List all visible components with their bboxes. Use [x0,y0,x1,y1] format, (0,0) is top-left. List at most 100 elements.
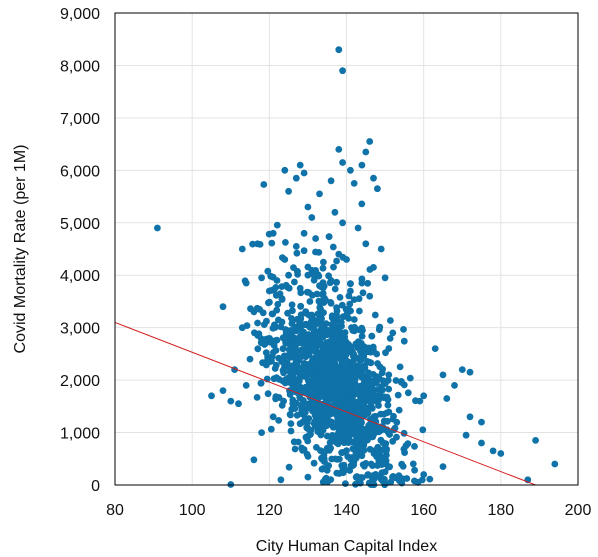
data-point [378,393,386,401]
data-point [304,263,312,271]
data-point [284,309,291,317]
data-point [466,413,474,421]
data-point [316,282,323,290]
data-point [377,245,385,253]
data-point [420,392,428,400]
data-point [360,353,368,360]
data-point [268,310,276,318]
data-point [304,271,312,279]
data-point [275,417,283,424]
data-point [310,359,318,366]
data-point [458,366,466,373]
data-point [362,460,370,467]
data-point [273,221,281,229]
data-point [314,428,322,435]
data-point [385,385,393,393]
y-tick-label: 8,000 [60,58,100,75]
data-point [355,417,363,425]
data-point [293,411,301,419]
data-point [406,374,414,382]
data-point [334,440,342,448]
data-point [443,395,451,402]
data-point [385,408,393,416]
data-point [362,240,370,248]
data-point [333,364,341,372]
data-point [273,336,281,344]
data-point [393,418,401,426]
data-point [289,317,297,325]
data-point [347,456,355,463]
data-point [365,344,373,352]
data-point [315,272,323,280]
data-point [312,381,319,389]
data-point [365,421,373,429]
data-point [256,241,264,248]
data-point [364,471,372,478]
data-point [320,424,327,431]
data-point [289,400,297,408]
data-point [287,342,295,350]
data-point [310,400,318,407]
data-point [277,476,285,484]
data-point [376,472,384,479]
x-tick-label: 140 [333,502,360,519]
data-point [259,309,267,317]
data-point [291,278,298,286]
y-tick-label: 2,000 [60,373,100,390]
data-point [322,296,329,304]
data-point [300,169,308,177]
data-point [327,277,335,284]
data-point [370,472,377,479]
data-point [327,380,335,388]
data-point [298,403,306,411]
data-point [368,332,376,340]
data-point [250,456,258,464]
data-point [359,363,367,371]
data-point [322,474,330,482]
data-point [227,397,235,405]
data-point [340,427,347,434]
data-point [387,317,394,324]
data-point [342,312,350,319]
data-point [356,307,363,315]
data-point [374,185,381,193]
data-point [301,415,309,422]
data-point [345,346,352,354]
data-point [350,423,358,431]
data-point [333,278,340,286]
data-point [327,393,335,401]
data-point [281,166,289,174]
data-point [370,174,377,182]
data-point [347,372,354,379]
data-point [339,67,346,75]
data-point [274,300,282,308]
data-point [384,376,392,384]
data-point [287,420,295,427]
data-point [293,249,301,257]
data-point [288,405,296,413]
data-point [266,298,273,306]
data-point [340,396,347,404]
data-point [358,383,366,391]
data-point [330,320,338,328]
data-point [333,304,340,312]
data-point [275,394,283,401]
data-point [313,444,320,451]
data-point [253,394,261,401]
data-point [308,312,316,320]
data-point [282,336,289,344]
data-point [300,247,308,255]
data-point [368,396,375,404]
data-point [339,159,346,166]
data-point [379,446,387,454]
data-point [384,396,392,403]
data-point [360,440,368,447]
data-point [361,405,368,413]
data-point [322,447,329,455]
data-point [350,316,358,323]
data-point [219,387,227,394]
data-point [288,301,296,309]
data-point [404,389,412,397]
y-tick-label: 6,000 [60,163,100,180]
